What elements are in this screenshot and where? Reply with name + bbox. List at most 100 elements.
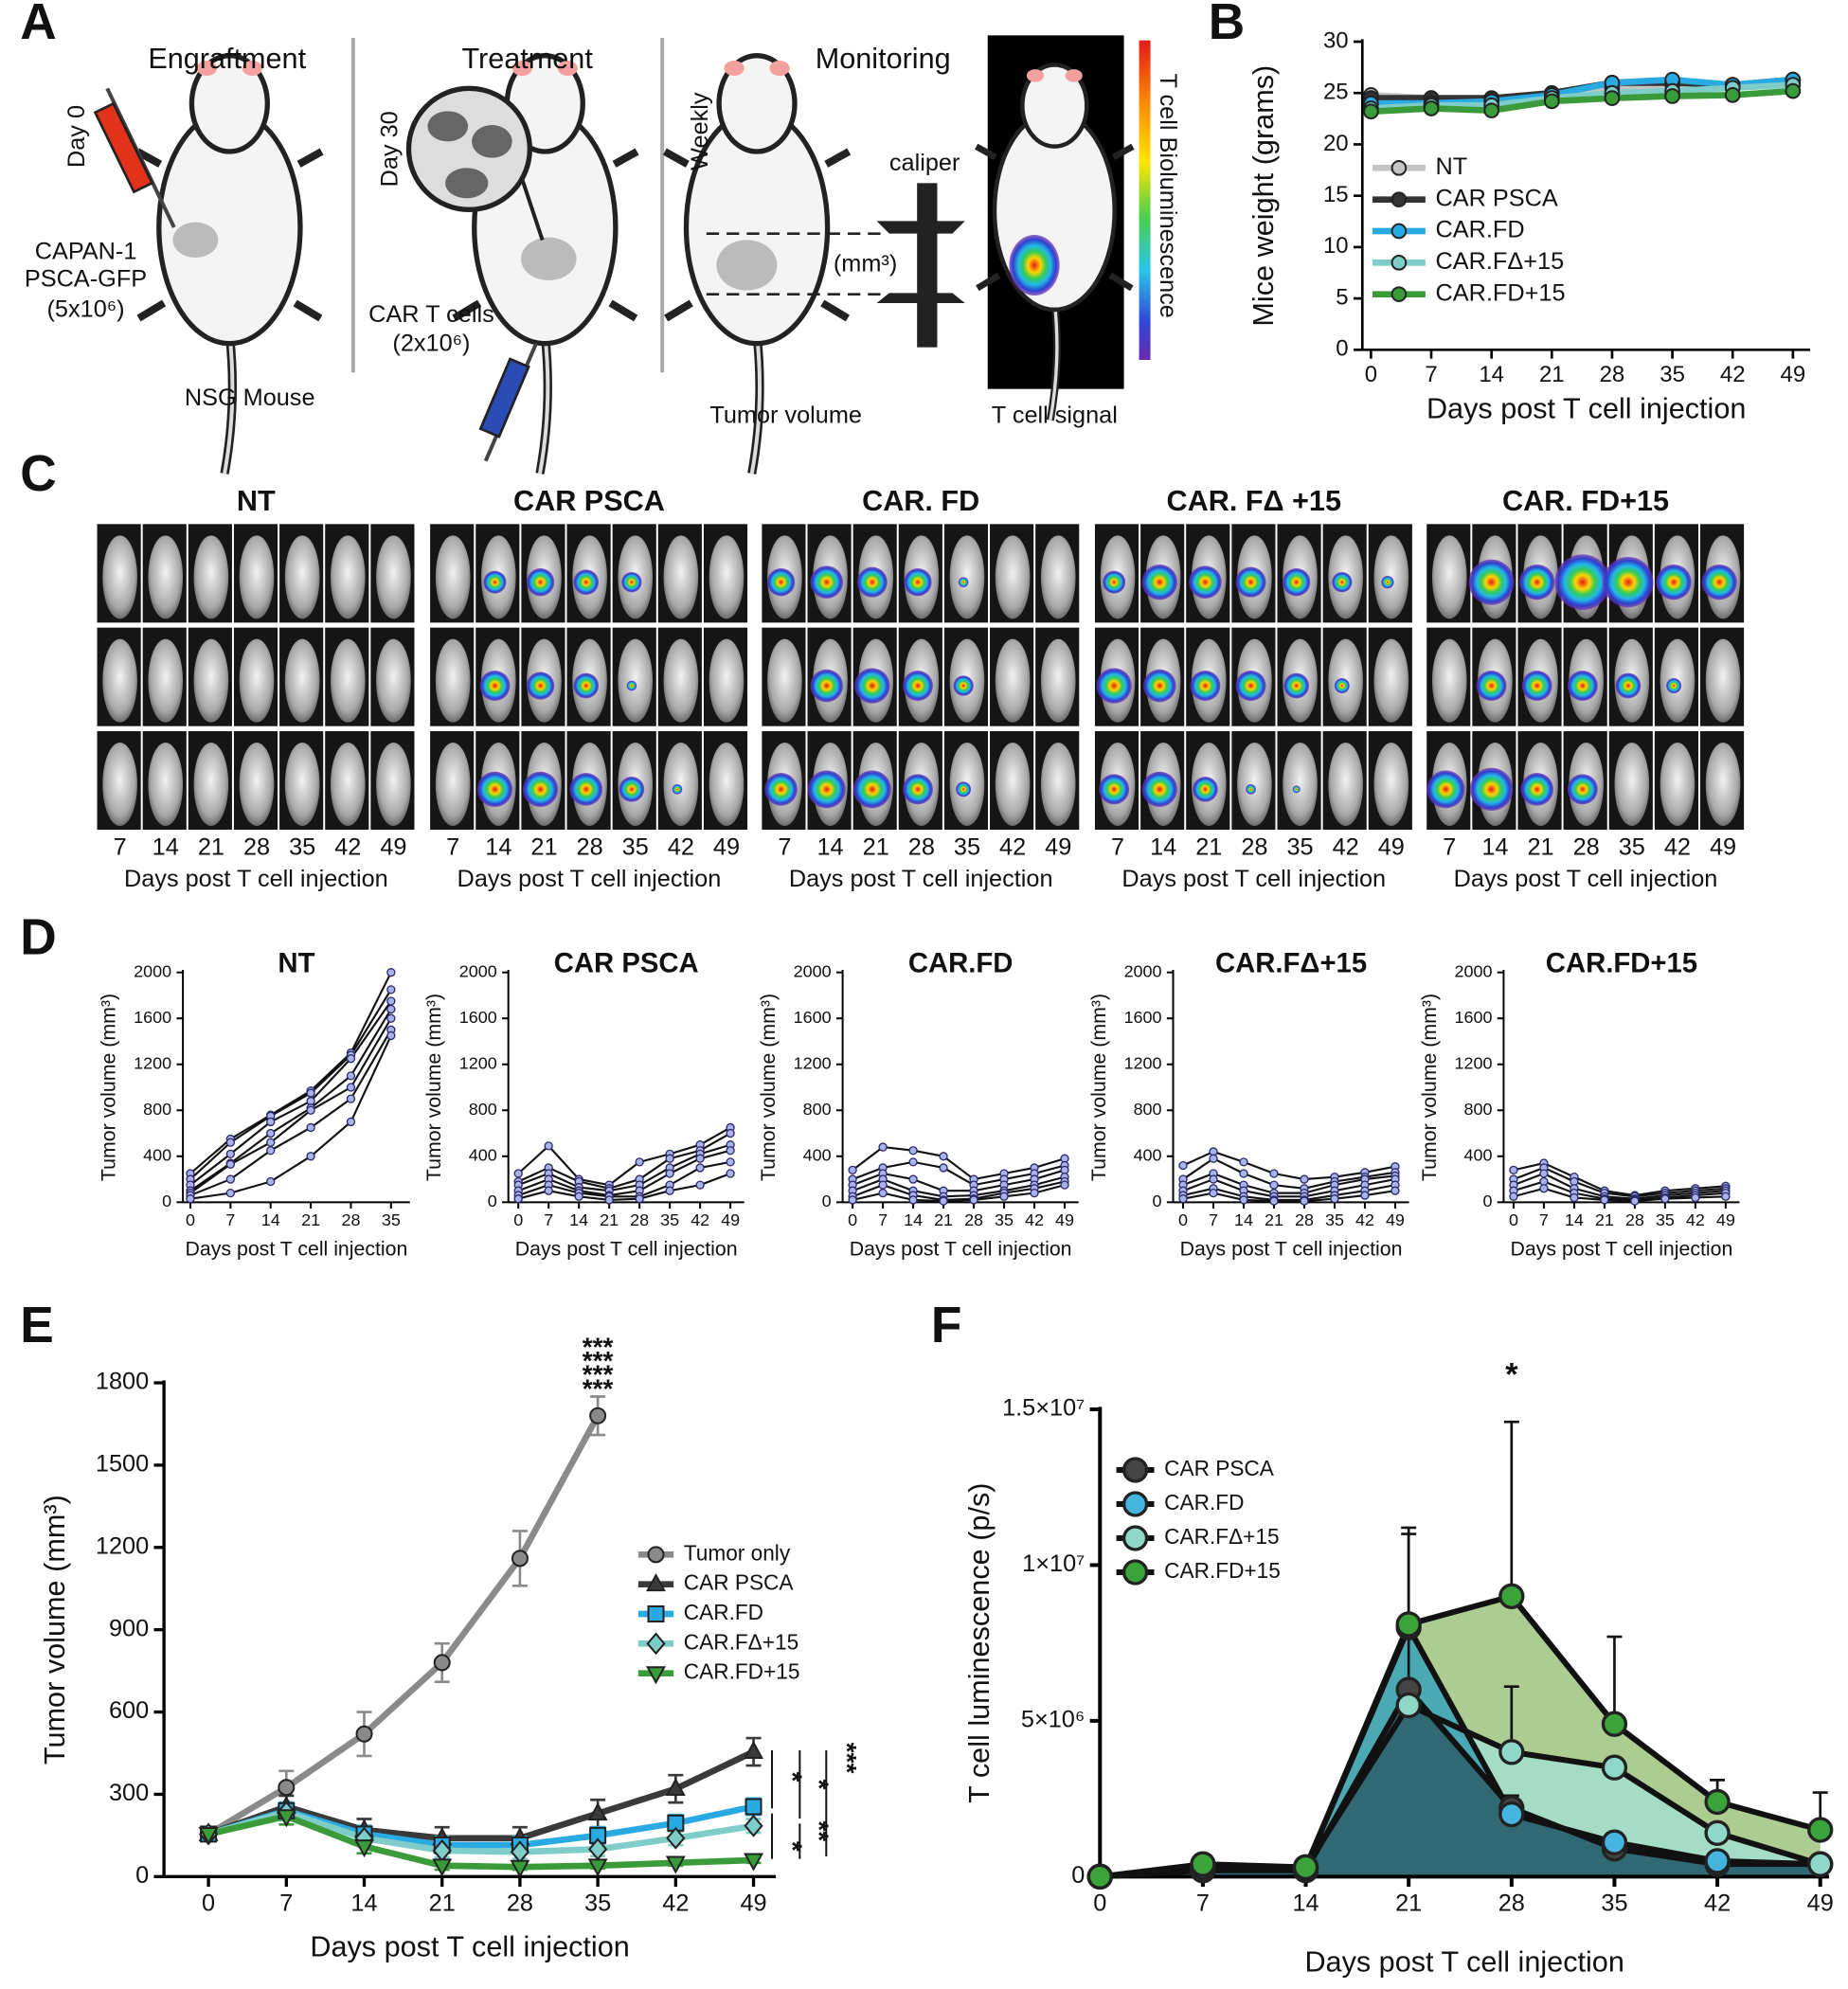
x-tick-label: 7 xyxy=(544,1210,553,1229)
y-tick-label: 400 xyxy=(1134,1146,1162,1165)
mouse-image xyxy=(193,743,229,826)
marker xyxy=(225,1138,236,1147)
series-line xyxy=(1513,1180,1726,1201)
x-tick-label: 42 xyxy=(1686,1210,1705,1229)
day-label: 21 xyxy=(198,834,224,861)
series-line xyxy=(207,1808,755,1855)
y-tick-label: 800 xyxy=(469,1100,497,1119)
day-label: 28 xyxy=(243,834,270,861)
magnifier xyxy=(405,85,545,241)
signal-blob xyxy=(807,770,846,809)
y-tick-label: 1200 xyxy=(794,1053,832,1072)
x-tick-label: 7 xyxy=(225,1210,235,1229)
marker xyxy=(908,1174,918,1184)
caliper xyxy=(706,183,965,348)
marker xyxy=(354,1839,374,1858)
mouse-image xyxy=(709,535,745,619)
marker xyxy=(1030,1188,1039,1198)
y-axis-label: T cell luminescence (p/s) xyxy=(963,1482,996,1802)
marker xyxy=(695,1180,705,1190)
mouse-image xyxy=(239,638,275,723)
x-tick-label: 35 xyxy=(1660,362,1685,387)
marker xyxy=(744,1853,764,1872)
marker xyxy=(604,1195,614,1205)
signal xyxy=(1009,235,1060,296)
series-line xyxy=(1182,1190,1396,1203)
marker xyxy=(1807,1817,1834,1843)
panel-label: A xyxy=(20,0,56,50)
x-tick-label: 0 xyxy=(202,1890,215,1917)
marker xyxy=(1269,1180,1279,1190)
day-label: 14 xyxy=(485,834,511,861)
y-tick-label: 20 xyxy=(1323,131,1349,156)
legend-label: CAR.FD xyxy=(1164,1490,1244,1514)
x-tick-label: 21 xyxy=(600,1210,619,1229)
x-tick-label: 49 xyxy=(1386,1210,1405,1229)
y-tick-label: 1800 xyxy=(96,1369,149,1395)
marker xyxy=(513,1169,523,1178)
marker xyxy=(511,1550,529,1568)
x-tick-label: 35 xyxy=(584,1890,611,1917)
chart-title: CAR.FΔ+15 xyxy=(1215,947,1367,978)
x-tick-label: 0 xyxy=(186,1210,195,1229)
legend-label: CAR.FΔ+15 xyxy=(1436,248,1565,275)
signal-blob xyxy=(1519,564,1555,600)
day-label: 42 xyxy=(999,834,1026,861)
panel-label: F xyxy=(931,1298,962,1353)
series-line xyxy=(852,1180,1066,1201)
marker xyxy=(939,1163,948,1173)
marker xyxy=(386,1030,396,1041)
mouse-image xyxy=(330,638,366,723)
caliper-label: caliper xyxy=(889,150,960,176)
signal-blob xyxy=(569,773,603,806)
y-tick-label: 400 xyxy=(1463,1146,1492,1165)
x-tick-label: 7 xyxy=(1425,362,1437,387)
signal-blob xyxy=(526,568,555,597)
signal-blob xyxy=(1332,572,1353,593)
marker xyxy=(589,1407,607,1425)
mouse-image xyxy=(435,743,471,826)
significance: * xyxy=(779,1841,808,1852)
tumor xyxy=(521,237,577,280)
x-tick-label: 28 xyxy=(1295,1210,1314,1229)
panel-label: D xyxy=(20,909,56,965)
signal-blob xyxy=(626,680,637,691)
x-axis-label: Days post T cell injection xyxy=(515,1238,738,1261)
mouse-image xyxy=(1040,743,1076,826)
marker xyxy=(1785,82,1802,99)
marker xyxy=(346,1117,356,1127)
signal-blob xyxy=(1381,576,1394,589)
day-label: 35 xyxy=(622,834,649,861)
signal-blob xyxy=(903,671,933,701)
significance: *** xyxy=(833,1743,862,1774)
marker xyxy=(266,1138,276,1147)
x-tick-label: 14 xyxy=(1292,1890,1319,1917)
marker xyxy=(1509,1165,1518,1175)
marker xyxy=(346,1083,356,1092)
signal-label: T cell signal xyxy=(992,403,1118,429)
marker xyxy=(306,1088,315,1098)
legend-marker xyxy=(1390,191,1408,207)
mouse-image xyxy=(193,638,229,723)
chart-title: CAR.FD xyxy=(908,947,1014,978)
x-tick-label: 42 xyxy=(691,1210,709,1229)
signal-blob xyxy=(854,668,890,704)
marker xyxy=(1209,1188,1218,1198)
series-line xyxy=(1099,1593,1821,1880)
marker xyxy=(726,1169,735,1178)
signal-blob xyxy=(1190,671,1221,701)
legend-label: CAR.FD xyxy=(1436,217,1525,243)
x-tick-label: 35 xyxy=(1656,1210,1675,1229)
signal-blob xyxy=(1141,564,1177,600)
marker xyxy=(574,1192,583,1201)
error-bar xyxy=(1503,1420,1519,1597)
signal-blob xyxy=(522,771,559,807)
x-tick-label: 28 xyxy=(341,1210,360,1229)
day-label: 35 xyxy=(1619,834,1645,861)
marker xyxy=(878,1188,888,1198)
day-label: 28 xyxy=(908,834,935,861)
marker xyxy=(1539,1184,1549,1193)
legend-label: CAR PSCA xyxy=(1436,185,1558,211)
series-line xyxy=(852,1169,1066,1192)
marker xyxy=(726,1128,735,1138)
